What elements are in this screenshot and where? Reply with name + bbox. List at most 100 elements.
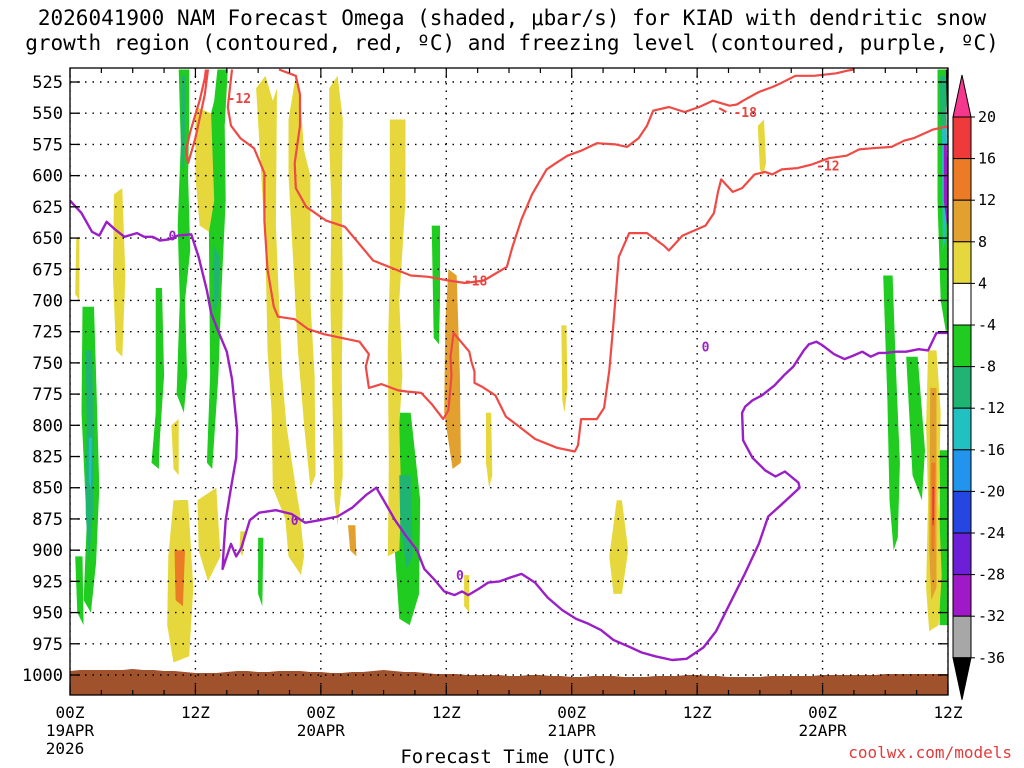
colorbar-label: 4 bbox=[978, 274, 987, 292]
terrain-surface bbox=[70, 669, 948, 695]
omega-region-rising bbox=[151, 288, 165, 469]
y-tick-label: 725 bbox=[32, 323, 63, 343]
colorbar-bin bbox=[952, 615, 972, 659]
omega-region-rising bbox=[75, 556, 84, 626]
plot-area: -12 -18 -18 -12 0 0 0 0 bbox=[69, 67, 949, 696]
colorbar-label: -8 bbox=[978, 358, 996, 376]
y-tick-label: 925 bbox=[32, 572, 63, 592]
colorbar-bin bbox=[952, 490, 972, 534]
omega-region-rising bbox=[945, 69, 948, 114]
omega-region-sinking bbox=[609, 500, 629, 594]
colorbar-top-arrow bbox=[952, 74, 972, 118]
colorbar-label: 20 bbox=[978, 108, 996, 126]
colorbar-bin bbox=[952, 407, 972, 451]
red-contour-label: -18 bbox=[464, 274, 488, 289]
freezing-level-label: 0 bbox=[169, 230, 177, 245]
omega-region-sinking bbox=[171, 419, 179, 476]
red-contour-line bbox=[278, 68, 855, 285]
red-contour-line bbox=[184, 69, 210, 165]
omega-region-rising bbox=[906, 356, 925, 501]
x-date-label: 21APR bbox=[548, 721, 597, 740]
axes: 525 550 575 600 625 650 675 700 725 750 775 800 825 8… bbox=[22, 68, 963, 758]
red-contour-line bbox=[718, 107, 727, 113]
x-date-label: 19APR bbox=[46, 721, 95, 740]
y-tick-label: 800 bbox=[32, 416, 63, 436]
colorbar-label: -24 bbox=[978, 524, 1005, 542]
colorbar-bin bbox=[952, 116, 972, 160]
y-tick-label: 950 bbox=[32, 604, 63, 624]
omega-region-sinking bbox=[174, 550, 185, 607]
y-tick-label: 850 bbox=[32, 479, 63, 499]
x-date-label: 20APR bbox=[297, 721, 346, 740]
colorbar-bin bbox=[952, 324, 972, 368]
omega-region-rising bbox=[943, 144, 948, 226]
omega-region-sinking bbox=[197, 487, 221, 582]
y-tick-label: 550 bbox=[32, 104, 63, 124]
terrain-group bbox=[70, 669, 948, 695]
y-tick-label: 750 bbox=[32, 354, 63, 374]
omega-region-rising bbox=[180, 75, 186, 176]
omega-region-sinking bbox=[486, 412, 493, 488]
red-contour-label: -12 bbox=[228, 92, 251, 107]
y-tick-label: 875 bbox=[32, 510, 63, 530]
credit-text: coolwx.com/models bbox=[848, 743, 1012, 762]
x-tick-label: 00Z bbox=[56, 703, 85, 722]
omega-region-rising bbox=[399, 475, 413, 569]
omega-region-rising bbox=[431, 225, 440, 345]
x-tick-label: 00Z bbox=[306, 703, 335, 722]
omega-region-sinking bbox=[256, 75, 305, 576]
x-date-label: 22APR bbox=[798, 721, 847, 740]
y-tick-label: 1000 bbox=[22, 666, 63, 686]
y-tick-label: 900 bbox=[32, 541, 63, 561]
y-tick-label: 600 bbox=[32, 167, 63, 187]
colorbar-bin bbox=[952, 366, 972, 409]
colorbar-label: -16 bbox=[978, 441, 1005, 459]
chart-title-line-2: growth region (contoured, red, ºC) and f… bbox=[25, 31, 999, 55]
omega-region-sinking bbox=[387, 119, 406, 557]
colorbar: 20 16 12 8 4 -4 -8 -12 -16 -20 -24 -28 -32 -36 bbox=[952, 74, 1005, 700]
freezing-level-contour bbox=[70, 199, 948, 662]
omega-region-sinking bbox=[561, 325, 568, 413]
y-tick-label: 650 bbox=[32, 229, 63, 249]
omega-region-sinking bbox=[195, 107, 215, 232]
x-tick-label: 00Z bbox=[557, 703, 586, 722]
colorbar-label: 12 bbox=[978, 191, 996, 209]
x-tick-label: 00Z bbox=[808, 703, 837, 722]
omega-region-rising bbox=[258, 537, 264, 607]
contour-lines: -12 -18 -18 -12 0 0 0 0 bbox=[70, 68, 948, 662]
freezing-level-label: 0 bbox=[291, 514, 299, 529]
freezing-level-label: 0 bbox=[702, 341, 710, 356]
colorbar-bin bbox=[952, 574, 972, 617]
colorbar-bin bbox=[952, 199, 972, 243]
colorbar-bin bbox=[952, 449, 972, 492]
x-axis-title: Forecast Time (UTC) bbox=[400, 746, 617, 768]
x-tick-label: 12Z bbox=[432, 703, 461, 722]
y-tick-label: 525 bbox=[32, 73, 63, 93]
colorbar-bin bbox=[952, 241, 972, 284]
x-tick-label: 12Z bbox=[934, 703, 963, 722]
omega-region-sinking bbox=[932, 487, 935, 526]
omega-region-sinking bbox=[444, 269, 461, 469]
colorbar-label: -36 bbox=[978, 649, 1005, 667]
colorbar-bottom-arrow bbox=[952, 657, 972, 700]
colorbar-label: 8 bbox=[978, 233, 987, 251]
y-tick-label: 700 bbox=[32, 291, 63, 311]
x-year-label: 2026 bbox=[46, 739, 85, 758]
omega-region-sinking bbox=[348, 525, 357, 557]
colorbar-bin bbox=[952, 282, 972, 326]
x-tick-label: 12Z bbox=[181, 703, 210, 722]
y-tick-label: 625 bbox=[32, 198, 63, 218]
y-tick-label: 975 bbox=[32, 635, 63, 655]
colorbar-label: -20 bbox=[978, 482, 1005, 500]
colorbar-bin bbox=[952, 158, 972, 201]
y-tick-label: 775 bbox=[32, 385, 63, 405]
red-contour-line bbox=[226, 69, 948, 453]
colorbar-label: -32 bbox=[978, 607, 1005, 625]
red-contour-label: -12 bbox=[816, 160, 839, 175]
chart-title-line-1: 2026041900 NAM Forecast Omega (shaded, μ… bbox=[38, 6, 987, 30]
omega-region-rising bbox=[939, 450, 948, 626]
y-tick-label: 825 bbox=[32, 448, 63, 468]
freezing-level-label: 0 bbox=[456, 569, 464, 584]
red-contour-label: -18 bbox=[733, 106, 757, 121]
